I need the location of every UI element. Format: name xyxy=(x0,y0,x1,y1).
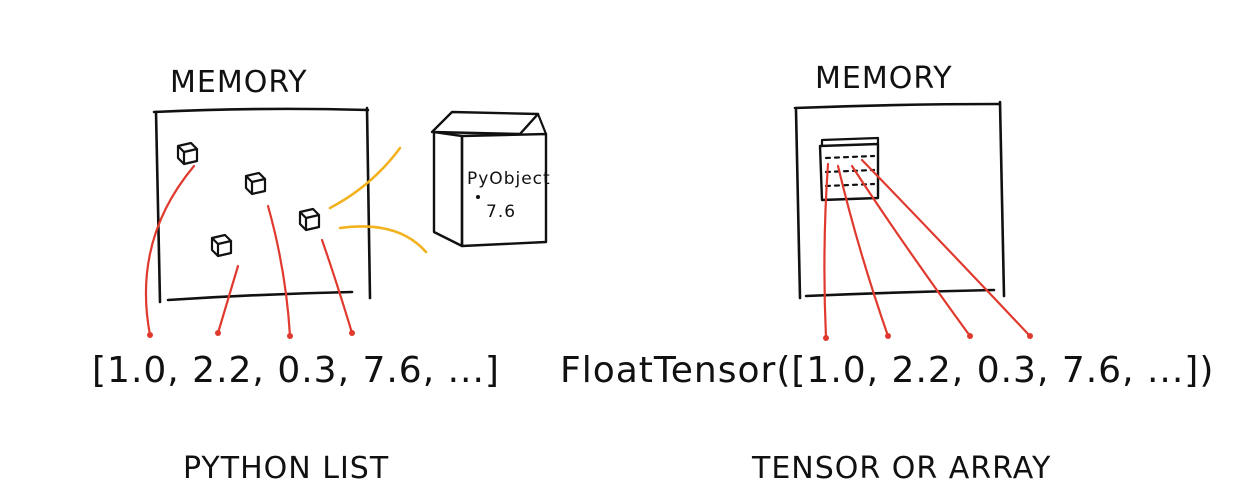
pointer-dot xyxy=(885,333,891,339)
contiguous-block xyxy=(818,136,880,202)
pyobject-label: PyObject xyxy=(467,169,551,189)
cube-icon xyxy=(244,171,267,196)
pyobject-value: 7.6 xyxy=(486,202,516,222)
cube-icon xyxy=(298,207,321,232)
pyobject-box xyxy=(430,110,548,248)
right-memory-label: MEMORY xyxy=(815,61,953,96)
pyobject-dot xyxy=(476,195,480,199)
pointer-dot xyxy=(823,335,829,341)
right-pointer-lines xyxy=(823,158,1033,341)
tensor-caption: TENSOR OR ARRAY xyxy=(751,451,1051,486)
pointer-dot xyxy=(215,330,221,336)
pointer-dot xyxy=(967,333,973,339)
python-list-caption: PYTHON LIST xyxy=(183,451,389,486)
pointer-dot xyxy=(349,330,355,336)
left-pointer-arrows xyxy=(144,164,355,339)
zoom-lines xyxy=(328,146,428,254)
right-memory-box xyxy=(793,100,1006,300)
python-list-panel: MEMORY xyxy=(92,65,551,486)
pointer-dot xyxy=(147,332,153,338)
cube-icon xyxy=(210,233,233,258)
python-list-values: [1.0, 2.2, 0.3, 7.6, ...] xyxy=(92,350,500,391)
cube-icon xyxy=(176,141,199,166)
tensor-panel: MEMORY FloatTensor([1.0, 2.2 xyxy=(560,61,1214,486)
left-memory-label: MEMORY xyxy=(170,65,308,100)
pointer-dot xyxy=(287,333,293,339)
tensor-values: FloatTensor([1.0, 2.2, 0.3, 7.6, ...]) xyxy=(560,350,1214,391)
left-memory-box xyxy=(152,106,372,304)
pointer-dot xyxy=(1027,333,1033,339)
